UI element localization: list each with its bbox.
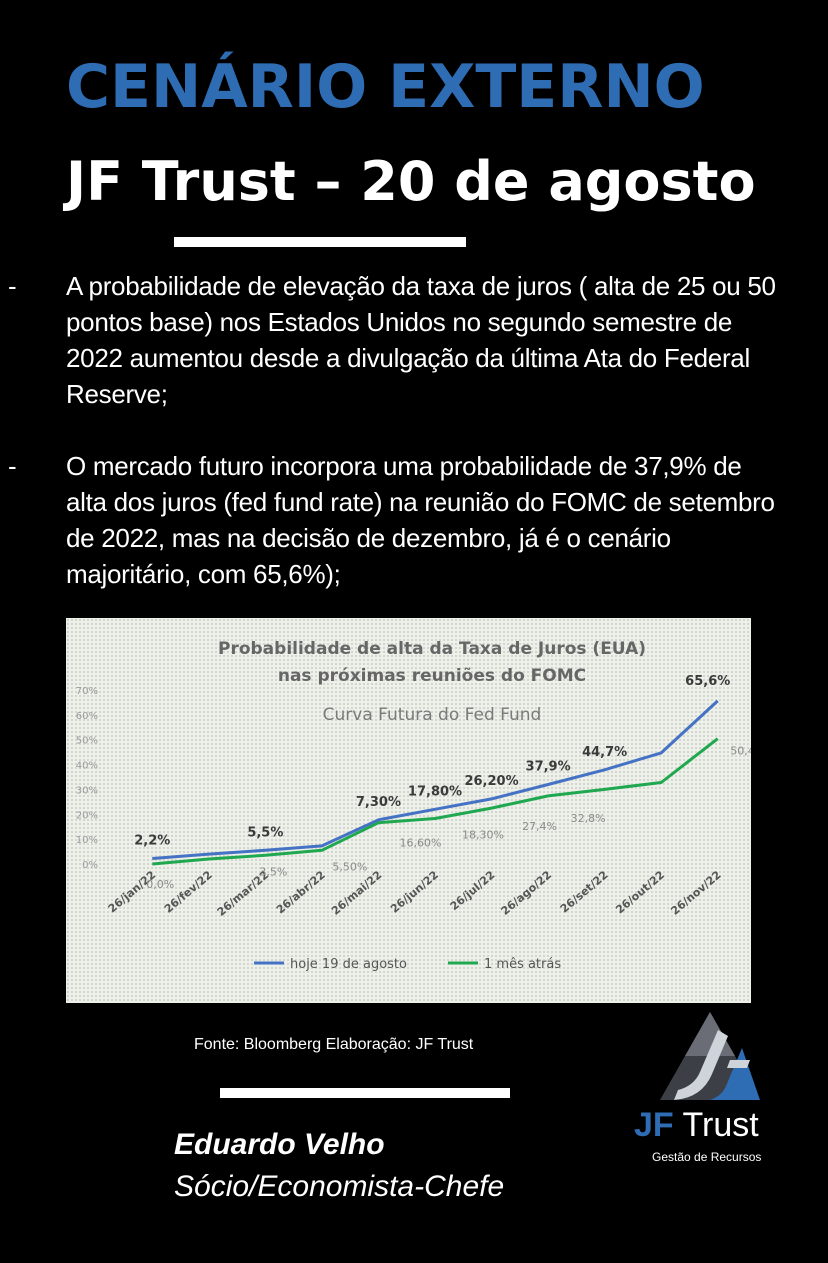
bullet-item: - A probabilidade de elevação da taxa de… [0,268,828,412]
data-label-month-ago: 18,30% [462,829,504,842]
data-label-month-ago: 0,0% [146,878,174,891]
x-tick-label: 26/ago/22 [499,868,554,918]
logo-brand: JF Trust [634,1106,759,1145]
author-role: Sócio/Economista-Chefe [174,1170,505,1203]
author-name: Eduardo Velho [174,1128,385,1161]
chart-title-line: Probabilidade de alta da Taxa de Juros (… [218,639,646,659]
x-tick-label: 26/nov/22 [668,868,723,917]
bullet-item: - O mercado futuro incorpora uma probabi… [0,448,828,592]
logo-brand-bold: JF [634,1106,674,1144]
x-tick-label: 26/set/22 [558,868,611,915]
data-label-today: 26,20% [464,774,518,789]
chart-subtitle: Curva Futura do Fed Fund [323,705,542,725]
series-line-today [152,699,719,860]
y-tick-label: 0% [82,860,98,871]
data-label-month-ago: 16,60% [399,837,441,850]
logo-tagline: Gestão de Recursos [652,1150,762,1164]
data-label-today: 7,30% [356,795,401,810]
data-label-today: 5,5% [247,825,283,840]
logo-brand-rest: Trust [673,1106,759,1144]
series-line-month-ago [152,737,719,866]
x-tick-label: 26/mai/22 [329,868,384,917]
chart-svg: Probabilidade de alta da Taxa de Juros (… [76,639,751,972]
bullet-text: A probabilidade de elevação da taxa de j… [66,271,776,409]
bullet-dash: - [8,451,17,481]
top-divider [174,237,466,247]
source-note: Fonte: Bloomberg Elaboração: JF Trust [194,1036,474,1053]
y-tick-label: 40% [76,761,98,772]
data-label-month-ago: 5,50% [332,860,367,873]
x-tick-label: 26/jul/22 [448,868,498,913]
data-label-month-ago: 27,4% [522,820,557,833]
x-tick-label: 26/jan/22 [106,868,159,915]
bottom-divider [220,1088,510,1098]
chart-title-line: nas próximas reuniões do FOMC [278,666,586,686]
data-label-month-ago: 3,5% [259,865,287,878]
data-label-today: 2,2% [134,834,170,849]
jf-trust-logo-icon [660,1012,760,1100]
x-tick-label: 26/out/22 [613,868,667,916]
data-label-month-ago: 50,4% [730,745,751,758]
y-tick-label: 10% [76,835,98,846]
y-tick-label: 70% [76,686,98,697]
legend-label-month-ago: 1 mês atrás [484,957,561,972]
y-tick-label: 30% [76,785,98,796]
data-label-today: 44,7% [582,745,627,760]
chart: Probabilidade de alta da Taxa de Juros (… [66,618,751,1003]
page-title: CENÁRIO EXTERNO [66,52,705,122]
y-tick-label: 20% [76,810,98,821]
y-tick-label: 50% [76,736,98,747]
legend-label-today: hoje 19 de agosto [290,957,407,972]
data-label-today: 37,9% [526,759,571,774]
page-subtitle: JF Trust – 20 de agosto [66,150,756,213]
bullet-text: O mercado futuro incorpora uma probabili… [66,451,775,589]
data-label-month-ago: 32,8% [571,812,606,825]
data-label-today: 65,6% [685,674,730,689]
x-tick-label: 26/fev/22 [162,868,215,915]
y-tick-label: 60% [76,711,98,722]
x-tick-label: 26/jun/22 [388,868,441,915]
bullet-list: - A probabilidade de elevação da taxa de… [0,268,828,628]
data-label-today: 17,80% [408,784,462,799]
bullet-dash: - [8,271,17,301]
